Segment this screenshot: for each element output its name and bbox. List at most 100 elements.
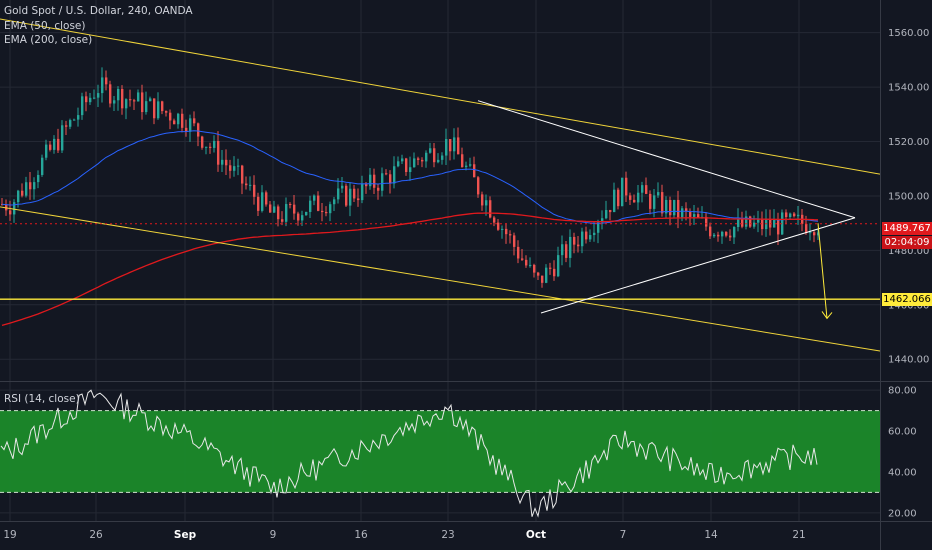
candle-body [277, 206, 280, 220]
candle-body [393, 166, 396, 184]
rsi-pane[interactable] [0, 389, 880, 518]
time-tick-label: 16 [354, 529, 368, 541]
candle-body [509, 234, 512, 236]
candle-body [165, 111, 168, 113]
candle-body [697, 214, 700, 218]
rsi-tick-label: 40.00 [888, 467, 917, 478]
candle-body [161, 101, 164, 112]
candle-body [281, 219, 284, 222]
candle-body [237, 165, 240, 167]
candle-body [505, 228, 508, 235]
rsi-line [0, 389, 818, 518]
candle-body [457, 137, 460, 155]
candle-body [573, 236, 576, 245]
candle-body [757, 218, 760, 223]
candle-body [661, 192, 664, 214]
candle-body [261, 192, 264, 211]
candle-body [521, 258, 524, 260]
candle-body [501, 228, 504, 230]
candle-body [773, 219, 776, 228]
candle-body [581, 231, 584, 247]
candle-body [221, 159, 224, 165]
price-pane[interactable] [0, 18, 880, 352]
candle-body [113, 100, 116, 104]
rsi-tick-label: 20.00 [888, 508, 917, 519]
candle-body [33, 182, 36, 190]
candle-body [241, 165, 244, 184]
triangle-upper-line [477, 100, 856, 219]
candle-body [745, 216, 748, 227]
candle-body [805, 223, 808, 234]
candle-body [493, 217, 496, 223]
candle-body [437, 159, 440, 163]
candle-body [373, 174, 376, 188]
chart-title: Gold Spot / U.S. Dollar, 240, OANDA [4, 5, 193, 17]
candle-body [313, 195, 316, 201]
rsi-legend: RSI (14, close) [4, 393, 80, 405]
candle-body [513, 235, 516, 247]
price-tick-label: 1560.00 [888, 28, 929, 39]
candle-body [629, 195, 632, 200]
candle-body [117, 88, 120, 101]
candle-body [233, 166, 236, 171]
price-tick-label: 1480.00 [888, 246, 929, 257]
candle-body [409, 167, 412, 173]
candle-body [121, 88, 124, 109]
candle-body [101, 77, 104, 94]
candle-body [129, 99, 132, 101]
candle-body [709, 226, 712, 237]
support-price-tag: 1462.066 [882, 293, 932, 306]
candle-body [21, 190, 24, 196]
candle-body [481, 194, 484, 206]
candle-body [461, 154, 464, 168]
candle-body [349, 188, 352, 206]
indicators [1, 130, 819, 327]
candle-body [333, 199, 336, 205]
time-tick-label: 21 [792, 529, 805, 541]
candle-body [97, 93, 100, 98]
candle-body [17, 190, 20, 203]
candle-body [289, 204, 292, 206]
time-tick-label: 7 [620, 529, 627, 541]
countdown-tag: 02:04:09 [882, 236, 932, 249]
candle-body [617, 189, 620, 207]
candle-body [561, 244, 564, 256]
candle-body [305, 211, 308, 216]
price-tick-label: 1540.00 [888, 83, 929, 94]
ema50-legend: EMA (50, close) [4, 20, 86, 32]
candle-body [621, 177, 624, 207]
candle-body [185, 127, 188, 132]
candle-body [369, 174, 372, 187]
candle-body [537, 272, 540, 276]
candle-body [193, 118, 196, 124]
current-price-tag: 1489.767 [882, 222, 932, 235]
candle-body [449, 139, 452, 152]
candle-body [473, 164, 476, 178]
candle-body [57, 138, 60, 151]
candle-body [689, 211, 692, 217]
time-tick-label: 19 [3, 529, 16, 541]
candle-body [145, 101, 148, 113]
time-tick-label: 26 [89, 529, 103, 541]
candle-body [569, 236, 572, 258]
candle-body [169, 112, 172, 121]
candle-body [125, 99, 128, 109]
candle-body [381, 173, 384, 191]
candle-body [465, 165, 468, 168]
candle-body [693, 214, 696, 217]
candle-body [213, 140, 216, 148]
candle-body [85, 96, 88, 103]
candle-body [73, 119, 76, 121]
candle-body [265, 192, 268, 205]
candle-body [597, 222, 600, 233]
rsi-tick-label: 60.00 [888, 427, 917, 438]
candle-body [197, 123, 200, 137]
price-tick-label: 1520.00 [888, 137, 929, 148]
projection-arrow [817, 223, 828, 319]
candle-body [737, 218, 740, 227]
candle-body [53, 138, 56, 150]
drawings [0, 18, 880, 352]
candle-body [325, 211, 328, 214]
candle-body [413, 158, 416, 168]
